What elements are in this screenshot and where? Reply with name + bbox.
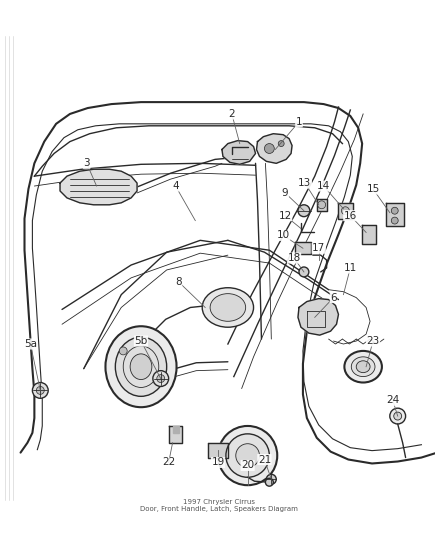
Text: 18: 18: [287, 253, 300, 263]
Polygon shape: [386, 203, 404, 225]
Circle shape: [342, 207, 350, 215]
Ellipse shape: [344, 351, 382, 383]
Polygon shape: [222, 141, 255, 164]
Circle shape: [266, 474, 276, 484]
Text: 8: 8: [175, 277, 182, 287]
Ellipse shape: [356, 361, 370, 373]
Circle shape: [394, 412, 402, 420]
Polygon shape: [257, 134, 292, 163]
Text: 15: 15: [367, 184, 380, 194]
Text: 13: 13: [298, 178, 311, 188]
Text: 5a: 5a: [24, 339, 37, 349]
Text: 1997 Chrysler Cirrus
Door, Front Handle, Latch, Speakers Diagram: 1997 Chrysler Cirrus Door, Front Handle,…: [140, 499, 298, 512]
Text: 14: 14: [317, 181, 330, 191]
Polygon shape: [60, 169, 137, 205]
Text: 20: 20: [241, 461, 254, 471]
Text: 3: 3: [83, 158, 90, 168]
Circle shape: [236, 444, 259, 467]
Circle shape: [391, 207, 398, 214]
Ellipse shape: [351, 357, 375, 377]
Text: 22: 22: [162, 457, 175, 467]
Polygon shape: [298, 298, 339, 335]
Text: 17: 17: [312, 243, 325, 253]
Circle shape: [391, 217, 398, 224]
Polygon shape: [317, 199, 327, 211]
Circle shape: [226, 434, 269, 477]
Text: 6: 6: [330, 293, 337, 303]
Text: 23: 23: [367, 336, 380, 346]
Circle shape: [265, 143, 274, 154]
Text: 4: 4: [172, 181, 179, 191]
Text: 16: 16: [344, 211, 357, 221]
Text: 12: 12: [279, 211, 292, 221]
Ellipse shape: [115, 337, 167, 397]
Text: 9: 9: [282, 188, 289, 198]
Circle shape: [119, 347, 127, 355]
Ellipse shape: [106, 326, 177, 407]
Circle shape: [36, 386, 44, 394]
Polygon shape: [295, 243, 311, 254]
Text: 19: 19: [212, 457, 225, 467]
Ellipse shape: [130, 354, 152, 379]
Polygon shape: [362, 224, 376, 244]
Circle shape: [298, 205, 310, 216]
Circle shape: [32, 383, 48, 398]
Text: 10: 10: [277, 230, 290, 240]
Circle shape: [318, 201, 325, 209]
Circle shape: [390, 408, 406, 424]
Circle shape: [265, 478, 273, 486]
Text: 24: 24: [386, 395, 399, 405]
Ellipse shape: [202, 288, 254, 327]
Text: 11: 11: [344, 263, 357, 273]
Circle shape: [153, 370, 169, 386]
Circle shape: [157, 375, 165, 383]
Circle shape: [218, 426, 277, 485]
Circle shape: [278, 141, 284, 147]
Text: 21: 21: [258, 455, 271, 465]
Polygon shape: [169, 426, 183, 443]
Circle shape: [299, 267, 309, 277]
Polygon shape: [208, 443, 228, 457]
Ellipse shape: [210, 294, 246, 321]
Polygon shape: [339, 203, 353, 219]
Text: 2: 2: [229, 109, 235, 119]
Text: 1: 1: [296, 117, 302, 127]
Polygon shape: [173, 426, 179, 433]
Text: 5b: 5b: [134, 336, 148, 346]
